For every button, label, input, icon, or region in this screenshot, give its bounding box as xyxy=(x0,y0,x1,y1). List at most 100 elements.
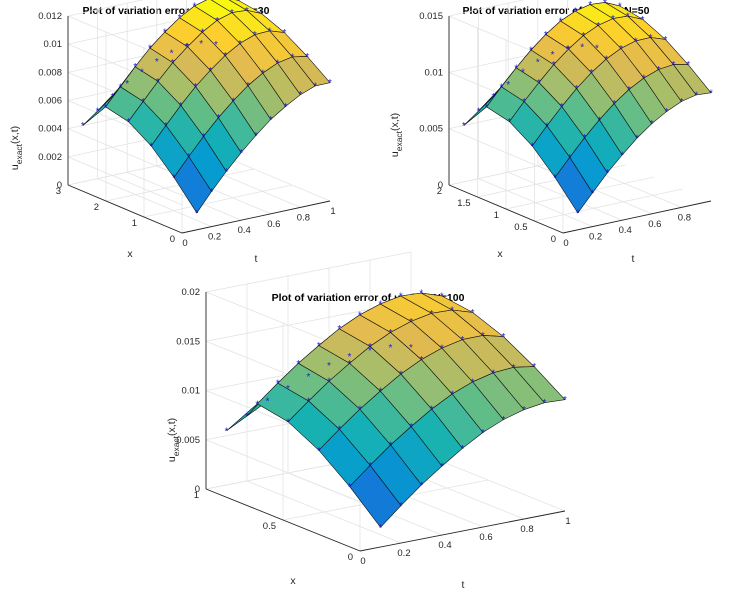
star-marker: * xyxy=(200,28,204,39)
star-marker: * xyxy=(460,335,464,346)
star-marker: * xyxy=(618,1,622,12)
star-marker: * xyxy=(305,52,309,63)
star-marker: * xyxy=(358,310,362,321)
chart-n30: Plot of variation error of u when N=30 *… xyxy=(9,0,336,265)
tick-label-u: 0.005 xyxy=(176,435,200,446)
star-marker: * xyxy=(626,12,630,23)
chart-n100: Plot of variation error of u when N=100 … xyxy=(166,251,571,591)
star-marker: * xyxy=(368,342,372,353)
star-marker: * xyxy=(530,141,534,152)
axis-line xyxy=(181,200,331,234)
star-marker: * xyxy=(709,88,713,99)
tick-label-u: 0 xyxy=(57,180,62,191)
surface-plot xyxy=(463,2,712,214)
star-marker: * xyxy=(620,150,624,161)
tick-label-u: 0.01 xyxy=(44,39,63,50)
star-marker: * xyxy=(194,82,198,93)
grid-line xyxy=(67,156,183,206)
tick-label-x: 1 xyxy=(132,218,137,229)
star-marker: * xyxy=(663,35,667,46)
chart-n50: Plot of variation error of u when N=50 *… xyxy=(389,0,713,265)
star-marker: * xyxy=(450,390,454,401)
tick-label-x: 1 xyxy=(194,490,199,501)
tick-label-u: 0.02 xyxy=(182,287,201,298)
surface-plot xyxy=(226,292,566,528)
star-marker: * xyxy=(641,15,645,26)
tick-label-t: 0.8 xyxy=(678,212,691,223)
star-marker: * xyxy=(522,405,526,416)
star-marker: * xyxy=(491,92,495,103)
star-marker: * xyxy=(255,399,259,410)
star-marker: * xyxy=(187,152,191,163)
star-marker: * xyxy=(440,344,444,355)
star-marker: * xyxy=(389,343,393,354)
star-marker: * xyxy=(368,461,372,472)
star-marker: * xyxy=(171,58,175,69)
star-marker: * xyxy=(266,397,270,408)
star-marker: * xyxy=(619,44,623,55)
star-marker: * xyxy=(184,42,188,53)
star-marker: * xyxy=(207,0,211,5)
star-marker: * xyxy=(419,355,423,366)
tick-label-u: 0.01 xyxy=(425,67,444,78)
star-marker: * xyxy=(290,52,294,63)
axis-line xyxy=(67,184,183,234)
grid-line xyxy=(67,0,144,17)
grid-line xyxy=(215,152,331,202)
star-marker: * xyxy=(635,134,639,145)
star-marker: * xyxy=(537,78,541,89)
star-marker: * xyxy=(532,362,536,373)
axis-line xyxy=(448,184,564,234)
surface-plot xyxy=(82,0,331,214)
star-marker: * xyxy=(186,42,190,53)
tick-label-x: 0.5 xyxy=(263,521,276,532)
tick-label-u: 0.002 xyxy=(38,152,62,163)
tick-label-t: 0 xyxy=(360,556,365,567)
star-marker: * xyxy=(522,97,526,108)
grid-line xyxy=(448,0,525,17)
star-marker: * xyxy=(284,102,288,113)
star-marker: * xyxy=(276,59,280,70)
star-marker: * xyxy=(222,0,226,3)
star-marker: * xyxy=(192,2,196,13)
star-marker: * xyxy=(348,482,352,493)
star-marker: * xyxy=(420,480,424,491)
axis-label-u: uexact(x,t) xyxy=(9,126,24,170)
star-marker: * xyxy=(378,299,382,310)
tick-label-x: 0 xyxy=(348,552,353,563)
star-marker: * xyxy=(286,417,290,428)
tick-label-t: 1 xyxy=(565,516,570,527)
tick-label-x: 2 xyxy=(94,202,99,213)
tick-label-t: 0.6 xyxy=(479,532,492,543)
star-marker: * xyxy=(164,121,168,132)
tick-label-t: 1 xyxy=(330,206,335,217)
star-marker: * xyxy=(172,173,176,184)
tick-label-t: 0 xyxy=(563,238,568,249)
axis-line xyxy=(359,510,566,552)
star-marker: * xyxy=(156,77,160,88)
star-marker: * xyxy=(481,331,485,342)
surface-markers: ****************************************… xyxy=(462,0,713,219)
grid-line xyxy=(127,171,242,221)
tick-label-t: 0.8 xyxy=(520,524,533,535)
star-marker: * xyxy=(485,102,489,113)
star-marker: * xyxy=(317,341,321,352)
star-marker: * xyxy=(163,28,167,39)
star-marker: * xyxy=(140,67,144,78)
star-marker: * xyxy=(409,343,413,354)
star-marker: * xyxy=(551,50,555,61)
star-marker: * xyxy=(611,14,615,25)
star-marker: * xyxy=(440,462,444,473)
axis-labels: 00.20.40.60.800.511.5200.0050.010.015txu… xyxy=(389,11,691,265)
star-marker: * xyxy=(657,65,661,76)
tick-label-u: 0.015 xyxy=(419,11,443,22)
star-marker: * xyxy=(501,332,505,343)
star-marker: * xyxy=(440,291,444,302)
star-marker: * xyxy=(254,131,258,142)
star-marker: * xyxy=(296,359,300,370)
star-marker: * xyxy=(178,13,182,24)
tick-label-x: 0.5 xyxy=(514,222,527,233)
star-marker: * xyxy=(231,96,235,107)
surface-patch xyxy=(513,366,566,404)
grid-line xyxy=(143,184,293,218)
